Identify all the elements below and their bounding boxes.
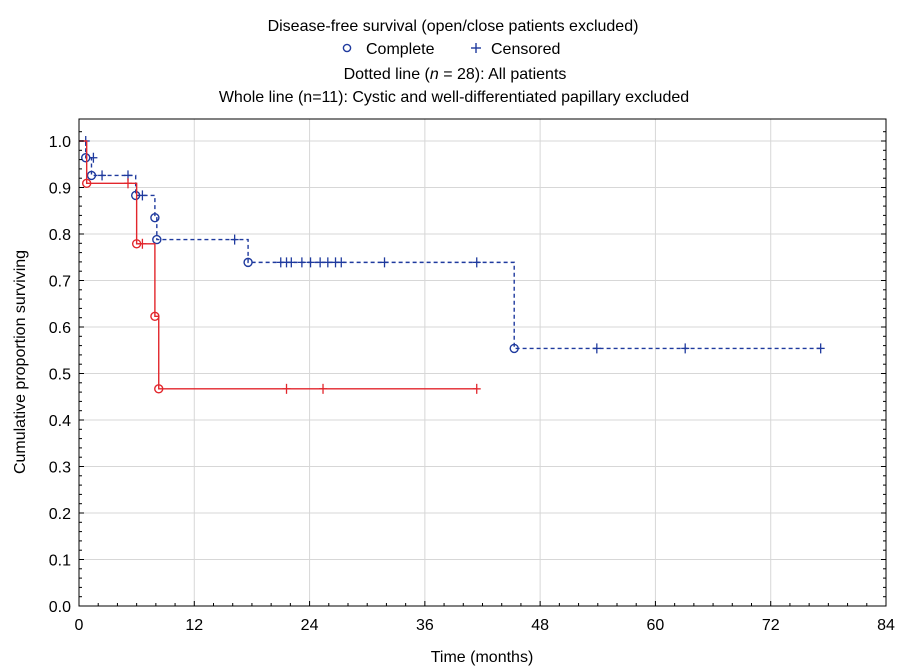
censored-marker	[319, 383, 328, 394]
censored-marker	[316, 257, 325, 268]
complete-marker	[243, 257, 253, 268]
legend-censored-marker	[471, 43, 481, 53]
censored-marker	[297, 257, 306, 268]
censored-marker	[472, 257, 481, 268]
legend: Complete Censored	[342, 41, 560, 58]
censored-marker	[337, 257, 346, 268]
censored-marker	[287, 257, 296, 268]
censored-marker	[380, 257, 389, 268]
x-tick-label: 60	[647, 617, 665, 634]
subtitle-post: = 28): All patients	[439, 66, 567, 83]
complete-marker	[130, 190, 141, 201]
legend-censored-label: Censored	[491, 41, 560, 58]
x-tick-label: 36	[416, 617, 434, 634]
censored-marker	[89, 152, 98, 163]
subtitle-n: n	[430, 66, 439, 83]
complete-marker	[131, 239, 142, 249]
y-tick-label: 0.3	[49, 460, 71, 477]
censored-marker	[98, 170, 107, 181]
x-axis-title: Time (months)	[431, 649, 534, 666]
y-tick-label: 0.8	[49, 227, 71, 244]
y-tick-label: 0.6	[49, 320, 71, 337]
y-tick-label: 0.9	[49, 181, 71, 198]
plot-area	[79, 119, 886, 606]
censored-marker	[230, 234, 239, 245]
x-tick-label: 12	[185, 617, 203, 634]
complete-marker	[150, 213, 160, 223]
censored-marker	[323, 257, 332, 268]
y-tick-label: 0.0	[49, 599, 71, 616]
x-tick-label: 48	[531, 617, 549, 634]
y-tick-label: 1.0	[49, 134, 71, 151]
censored-marker	[282, 383, 291, 394]
censored-marker	[123, 178, 132, 189]
series-dotted-group	[79, 136, 825, 354]
censored-marker	[138, 238, 147, 249]
y-tick-label: 0.7	[49, 274, 71, 291]
complete-marker	[81, 178, 92, 189]
legend-complete-marker	[342, 43, 352, 53]
y-tick-label: 0.1	[49, 553, 71, 570]
y-axis-title: Cumulative proportion surviving	[12, 250, 29, 474]
series-layer	[79, 136, 825, 394]
y-tick-label: 0.5	[49, 367, 71, 384]
grid	[79, 119, 886, 606]
legend-complete-label: Complete	[366, 41, 435, 58]
chart-title: Disease-free survival (open/close patien…	[268, 18, 639, 35]
x-tick-label: 0	[75, 617, 84, 634]
censored-marker	[306, 257, 315, 268]
censored-marker	[681, 343, 690, 354]
axis-ticks: 0 12 24 36 48 60 72 84 0.0 0.1 0.2 0.3 0.4 0.5 0.6 0.7 0…	[49, 131, 895, 634]
complete-marker	[509, 343, 519, 354]
chart-subtitle: Dotted line (n = 28): All patients	[344, 66, 567, 83]
chart-subtitle-2: Whole line (n=11): Cystic and well-diffe…	[219, 89, 689, 106]
y-tick-label: 0.4	[49, 413, 71, 430]
x-tick-label: 84	[877, 617, 895, 634]
x-tick-label: 72	[762, 617, 780, 634]
complete-marker	[154, 384, 164, 394]
y-tick-label: 0.2	[49, 506, 71, 523]
censored-marker	[472, 383, 481, 394]
x-tick-label: 24	[301, 617, 319, 634]
complete-marker	[152, 234, 162, 245]
series-solid-group	[79, 140, 481, 394]
complete-marker	[81, 153, 91, 163]
censored-marker	[816, 343, 825, 354]
complete-marker	[86, 170, 97, 181]
censored-marker	[592, 343, 601, 354]
complete-marker	[150, 311, 160, 322]
subtitle-pre: Dotted line (	[344, 66, 431, 83]
